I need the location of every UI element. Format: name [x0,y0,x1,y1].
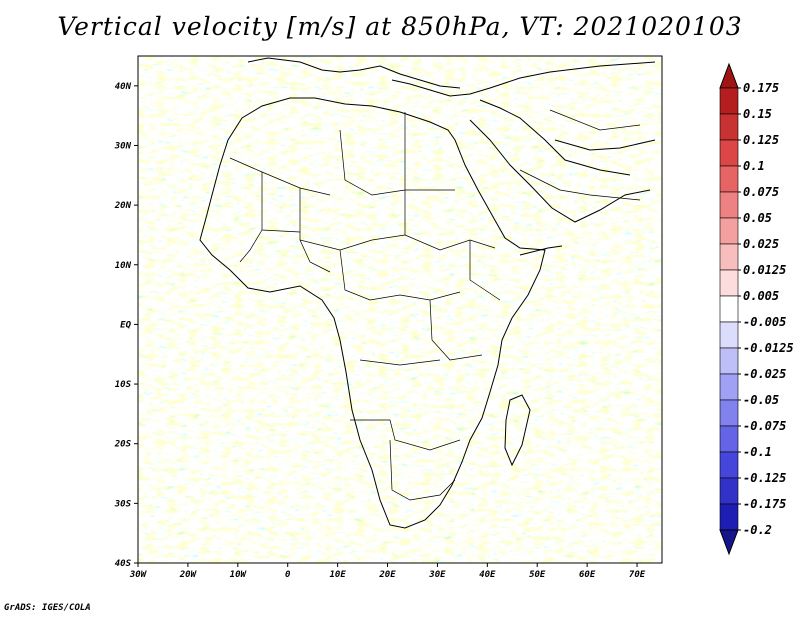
lat-tick-label: 20S [114,440,132,450]
lon-tick-label: 10E [329,570,346,580]
map-title: Vertical velocity [m/s] at 850hPa, VT: 2… [57,12,743,41]
lat-tick-label: 30S [114,499,132,509]
colorbar-label: 0.175 [743,81,779,95]
lat-tick-label: EQ [120,320,131,330]
lat-tick-label: 10S [115,380,132,390]
colorbar-swatch [719,451,739,479]
lat-tick-label: 10N [115,261,132,271]
colorbar-label: -0.075 [743,419,786,433]
colorbar-label: -0.025 [743,367,786,381]
colorbar-label: 0.05 [743,211,772,225]
colorbar-label: 0.075 [743,185,779,199]
lat-tick-label: 20N [114,201,132,211]
lon-tick-label: 30E [428,570,446,580]
lon-tick-label: 20E [378,570,396,580]
lon-tick-label: 0 [285,570,291,580]
colorbar-swatch [719,269,739,297]
colorbar-swatch [719,165,739,193]
colorbar-swatch [719,243,739,271]
colorbar-swatch [719,347,739,375]
colorbar-swatch [719,321,739,349]
colorbar-label: -0.005 [743,315,786,329]
lon-tick-label: 60E [579,570,596,580]
colorbar-swatch [719,425,739,453]
lon-tick-label: 10W [230,570,248,580]
colorbar-label: -0.2 [743,523,772,537]
lat-tick-label: 40S [115,559,132,569]
colorbar-label: 0.0125 [743,263,786,277]
colorbar-top-arrow [719,62,739,89]
colorbar-swatch [719,191,739,219]
colorbar-label: 0.15 [743,107,772,121]
latitude-axis: 40N 30N 20N 10N EQ 10S 20S 30S 40S [114,82,138,569]
velocity-field [138,56,662,563]
colorbar-label: 0.125 [743,133,779,147]
colorbar-swatch [719,113,739,141]
lat-tick-label: 40N [115,82,132,92]
colorbar-swatch [719,373,739,401]
colorbar-label: -0.0125 [743,341,794,355]
colorbar-swatch [719,477,739,505]
colorbar-swatch [719,503,739,531]
country-borders [229,109,641,501]
colorbar-label: 0.025 [743,237,779,251]
grads-credit: GrADS: IGES/COLA [4,603,91,613]
colorbar-label: -0.1 [743,445,772,459]
colorbar-swatch [719,295,739,323]
lon-tick-label: 30W [129,570,148,580]
colorbar-swatch [719,217,739,245]
colorbar-label: -0.05 [743,393,779,407]
colorbar-label: -0.175 [743,497,786,511]
colorbar-label: 0.1 [743,159,765,173]
colorbar-label: -0.125 [743,471,786,485]
coastlines [199,57,656,529]
colorbar: 0.175 0.15 0.125 0.1 0.075 0.05 0.025 0.0125 0.0… [719,62,794,556]
lon-tick-label: 50E [529,570,546,580]
lat-tick-label: 30N [114,141,132,151]
colorbar-swatch [719,139,739,167]
lon-tick-label: 70E [629,570,646,580]
lon-tick-label: 40E [479,570,496,580]
plot-frame [137,55,663,564]
longitude-axis: 30W 20W 10W 0 10E 20E 30E 40E 50E 60E 70E [129,563,646,580]
colorbar-swatch [719,399,739,427]
colorbar-swatch [719,87,739,115]
colorbar-bottom-arrow [719,529,739,556]
lon-tick-label: 20W [179,570,198,580]
colorbar-label: 0.005 [743,289,779,303]
